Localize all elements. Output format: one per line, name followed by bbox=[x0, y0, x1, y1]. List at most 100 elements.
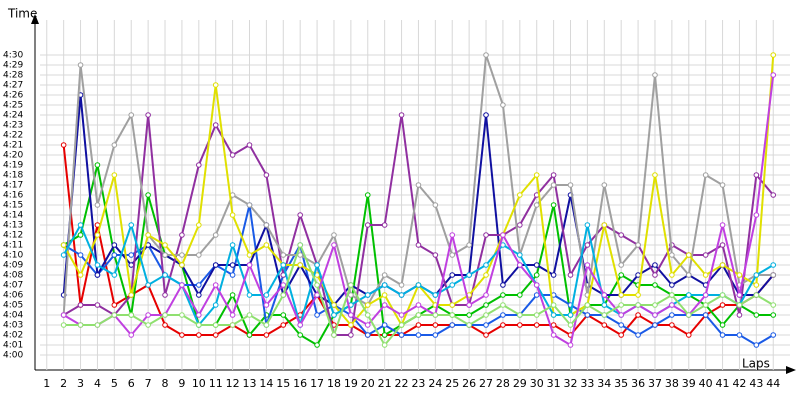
point bbox=[162, 242, 168, 248]
point bbox=[736, 332, 743, 338]
point bbox=[280, 262, 287, 268]
point bbox=[533, 292, 540, 298]
x-tick-label: 12 bbox=[226, 377, 240, 390]
point bbox=[246, 312, 253, 318]
point bbox=[381, 292, 388, 298]
x-tick-label: 9 bbox=[178, 377, 185, 390]
x-tick-label: 11 bbox=[209, 377, 223, 390]
point bbox=[466, 242, 472, 248]
point bbox=[229, 312, 236, 318]
point bbox=[618, 262, 624, 268]
point bbox=[196, 222, 202, 228]
x-tick-label: 39 bbox=[682, 377, 696, 390]
point bbox=[196, 312, 202, 318]
point bbox=[398, 332, 405, 338]
y-tick-label: 4:11 bbox=[3, 241, 23, 251]
x-tick-label: 23 bbox=[411, 377, 425, 390]
point bbox=[500, 282, 506, 288]
point bbox=[550, 302, 557, 308]
point bbox=[77, 302, 84, 308]
point bbox=[212, 122, 219, 128]
point bbox=[128, 112, 135, 118]
point bbox=[60, 142, 67, 148]
y-tick-label: 4:02 bbox=[3, 331, 23, 341]
x-tick-label: 8 bbox=[162, 377, 169, 390]
y-tick-label: 4:18 bbox=[3, 171, 23, 181]
x-axis-arrow bbox=[786, 366, 796, 374]
point bbox=[618, 312, 624, 318]
point bbox=[246, 262, 253, 268]
point bbox=[483, 312, 489, 318]
point bbox=[145, 192, 151, 198]
point bbox=[517, 262, 523, 268]
point bbox=[348, 312, 354, 318]
point bbox=[550, 172, 557, 178]
point bbox=[246, 292, 253, 298]
point bbox=[145, 312, 151, 318]
y-axis-arrow bbox=[31, 14, 39, 24]
x-tick-label: 38 bbox=[665, 377, 679, 390]
point bbox=[297, 332, 303, 338]
y-tick-label: 4:08 bbox=[3, 271, 23, 281]
point bbox=[770, 312, 777, 318]
point bbox=[702, 302, 709, 308]
x-tick-label: 37 bbox=[648, 377, 662, 390]
x-tick-label: 2 bbox=[60, 377, 67, 390]
y-tick-label: 4:05 bbox=[3, 301, 23, 311]
point bbox=[652, 272, 658, 278]
point bbox=[719, 242, 726, 248]
point bbox=[550, 202, 557, 208]
point bbox=[398, 322, 405, 328]
y-tick-label: 4:24 bbox=[3, 111, 23, 121]
x-tick-label: 41 bbox=[716, 377, 730, 390]
point bbox=[567, 342, 574, 348]
point bbox=[669, 312, 675, 318]
x-tick-label: 18 bbox=[327, 377, 341, 390]
point bbox=[212, 302, 219, 308]
point bbox=[331, 232, 337, 238]
point bbox=[567, 322, 574, 328]
point bbox=[212, 82, 219, 88]
point bbox=[179, 232, 185, 238]
point bbox=[685, 332, 692, 338]
point bbox=[601, 322, 608, 328]
point bbox=[753, 342, 760, 348]
point bbox=[635, 302, 641, 308]
x-tick-label: 28 bbox=[496, 377, 510, 390]
point bbox=[449, 302, 456, 308]
point bbox=[500, 312, 506, 318]
x-tick-label: 35 bbox=[614, 377, 628, 390]
point bbox=[415, 182, 422, 188]
point bbox=[179, 262, 185, 268]
y-axis-title: Time bbox=[7, 7, 37, 21]
point bbox=[229, 242, 236, 248]
y-tick-label: 4:14 bbox=[3, 211, 23, 221]
y-tick-label: 4:01 bbox=[3, 341, 23, 351]
point bbox=[398, 112, 405, 118]
point bbox=[533, 172, 540, 178]
x-tick-label: 40 bbox=[699, 377, 713, 390]
point bbox=[719, 222, 726, 228]
point bbox=[770, 332, 777, 338]
point bbox=[652, 282, 658, 288]
y-tick-label: 4:13 bbox=[3, 221, 23, 231]
x-tick-label: 22 bbox=[395, 377, 409, 390]
point bbox=[415, 312, 422, 318]
point bbox=[466, 302, 472, 308]
point bbox=[263, 332, 270, 338]
point bbox=[364, 292, 371, 298]
point bbox=[111, 252, 118, 258]
point bbox=[736, 302, 743, 308]
point bbox=[652, 312, 658, 318]
point bbox=[685, 272, 692, 278]
point bbox=[398, 312, 405, 318]
point bbox=[770, 262, 777, 268]
point bbox=[449, 322, 456, 328]
x-tick-label: 42 bbox=[732, 377, 746, 390]
point bbox=[652, 172, 658, 178]
point bbox=[550, 272, 557, 278]
point bbox=[702, 172, 709, 178]
point bbox=[517, 322, 523, 328]
point bbox=[179, 252, 185, 258]
